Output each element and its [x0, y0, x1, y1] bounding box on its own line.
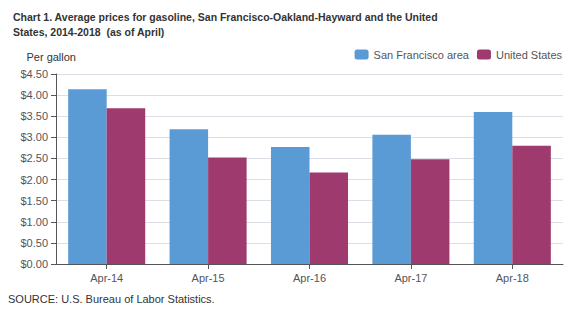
svg-text:United States: United States [496, 49, 563, 61]
svg-text:Apr-16: Apr-16 [293, 272, 326, 284]
svg-text:$3.00: $3.00 [20, 131, 48, 143]
svg-text:$1.50: $1.50 [20, 195, 48, 207]
svg-text:$4.00: $4.00 [20, 89, 48, 101]
svg-text:$0.50: $0.50 [20, 237, 48, 249]
svg-text:$1.00: $1.00 [20, 216, 48, 228]
svg-text:Apr-18: Apr-18 [496, 272, 529, 284]
svg-text:San Francisco area: San Francisco area [374, 49, 470, 61]
svg-text:Apr-14: Apr-14 [90, 272, 123, 284]
svg-text:Apr-15: Apr-15 [192, 272, 225, 284]
svg-text:Per gallon: Per gallon [26, 51, 76, 63]
svg-text:$2.50: $2.50 [20, 152, 48, 164]
svg-text:Chart 1. Average prices for ga: Chart 1. Average prices for gasoline, Sa… [13, 11, 438, 23]
svg-text:Apr-17: Apr-17 [394, 272, 427, 284]
svg-text:$2.00: $2.00 [20, 174, 48, 186]
svg-text:$3.50: $3.50 [20, 110, 48, 122]
svg-text:$0.00: $0.00 [20, 258, 48, 270]
svg-text:$4.50: $4.50 [20, 68, 48, 80]
svg-text:SOURCE: U.S. Bureau of Labor S: SOURCE: U.S. Bureau of Labor Statistics. [8, 293, 215, 305]
svg-text:States, 2014-2018 (as of Apri: States, 2014-2018 (as of April) [13, 26, 164, 38]
